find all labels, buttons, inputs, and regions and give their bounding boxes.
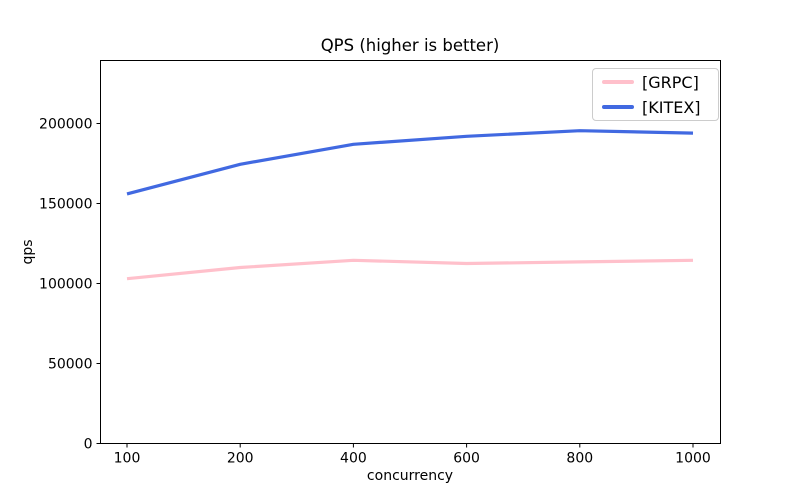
y-tick-label: 50000 [48,357,93,373]
x-tick-label: 600 [453,451,480,467]
y-tick-label: 0 [84,437,93,453]
legend-item-kitex: [KITEX] [602,95,709,120]
y-tick-label: 200000 [39,117,92,133]
x-axis-label: concurrency [366,468,454,484]
plot-border [100,60,721,444]
legend-label-kitex: [KITEX] [642,97,701,117]
x-tick-label: 200 [227,451,254,467]
line-grpc [126,258,694,281]
chart-title: QPS (higher is better) [320,36,500,55]
kitex-line-swatch [602,105,634,109]
legend-label-grpc: [GRPC] [642,72,699,92]
y-tick-label: 100000 [39,277,92,293]
x-tick-label: 800 [566,451,593,467]
x-tick-label: 100 [114,451,141,467]
line-kitex [126,129,694,196]
x-tick-label: 400 [340,451,367,467]
legend: [GRPC] [KITEX] [592,68,719,121]
y-axis-label: qps [20,239,36,265]
grpc-line-swatch [602,80,634,84]
y-tick-label: 150000 [39,197,92,213]
legend-item-grpc: [GRPC] [602,70,709,95]
x-tick-label: 1000 [675,451,711,467]
